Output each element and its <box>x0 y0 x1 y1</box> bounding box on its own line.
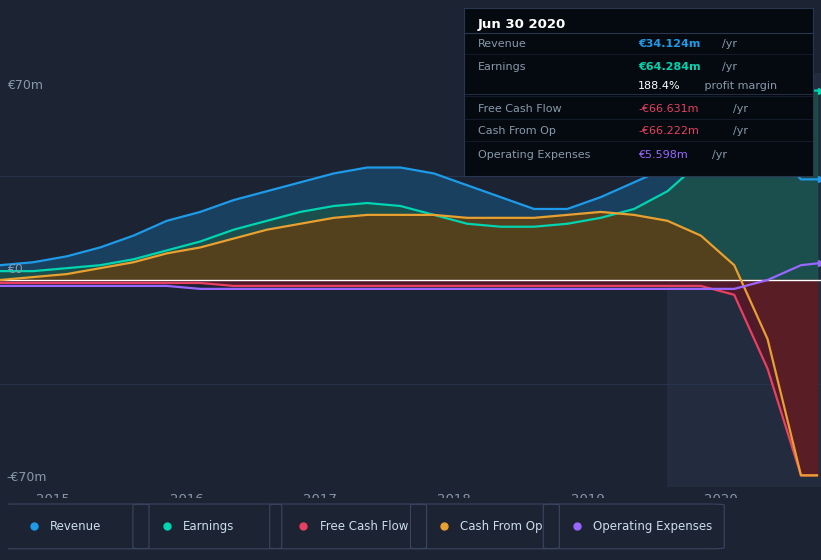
Text: /yr: /yr <box>732 126 748 136</box>
Text: €70m: €70m <box>7 79 43 92</box>
Text: -€70m: -€70m <box>7 472 47 484</box>
Text: Cash From Op: Cash From Op <box>461 520 543 533</box>
Text: Free Cash Flow: Free Cash Flow <box>319 520 408 533</box>
Text: /yr: /yr <box>712 150 727 160</box>
Text: Earnings: Earnings <box>478 62 526 72</box>
Text: profit margin: profit margin <box>701 81 777 91</box>
Text: -€66.222m: -€66.222m <box>639 126 699 136</box>
Text: Revenue: Revenue <box>478 39 526 49</box>
Bar <box>667 73 821 487</box>
Text: /yr: /yr <box>722 39 737 49</box>
Text: Free Cash Flow: Free Cash Flow <box>478 104 562 114</box>
Text: -€66.631m: -€66.631m <box>639 104 699 114</box>
Text: /yr: /yr <box>722 62 737 72</box>
Text: Cash From Op: Cash From Op <box>478 126 556 136</box>
Text: Operating Expenses: Operating Expenses <box>593 520 713 533</box>
Text: €34.124m: €34.124m <box>639 39 700 49</box>
Text: /yr: /yr <box>732 104 748 114</box>
Text: €0: €0 <box>7 263 22 276</box>
Text: 188.4%: 188.4% <box>639 81 681 91</box>
Text: Revenue: Revenue <box>50 520 102 533</box>
Text: Jun 30 2020: Jun 30 2020 <box>478 17 566 31</box>
Text: Earnings: Earnings <box>183 520 234 533</box>
Text: Operating Expenses: Operating Expenses <box>478 150 590 160</box>
Text: €64.284m: €64.284m <box>639 62 701 72</box>
Text: €5.598m: €5.598m <box>639 150 688 160</box>
